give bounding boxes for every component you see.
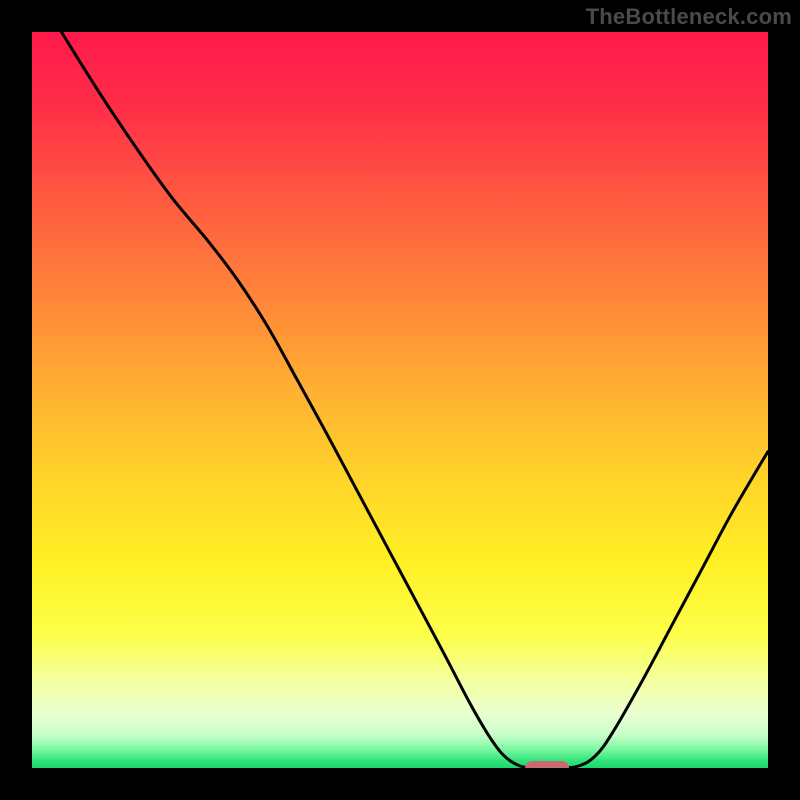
bottleneck-curve bbox=[61, 32, 768, 768]
watermark-text: TheBottleneck.com bbox=[586, 4, 792, 30]
optimal-marker-pill bbox=[525, 761, 569, 768]
curve-layer bbox=[32, 32, 768, 768]
optimal-marker bbox=[525, 761, 569, 768]
chart-canvas: TheBottleneck.com bbox=[0, 0, 800, 800]
plot-area bbox=[32, 32, 768, 768]
